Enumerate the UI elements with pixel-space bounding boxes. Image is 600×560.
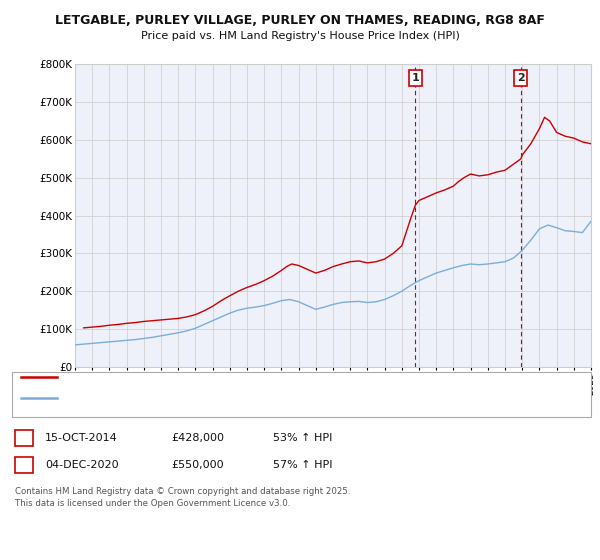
Text: 57% ↑ HPI: 57% ↑ HPI <box>273 460 332 470</box>
Text: HPI: Average price, semi-detached house, West Berkshire: HPI: Average price, semi-detached house,… <box>63 393 344 403</box>
Text: 2: 2 <box>20 458 28 472</box>
Text: 15-OCT-2014: 15-OCT-2014 <box>45 433 118 443</box>
Text: 53% ↑ HPI: 53% ↑ HPI <box>273 433 332 443</box>
Text: £428,000: £428,000 <box>171 433 224 443</box>
Text: Contains HM Land Registry data © Crown copyright and database right 2025.
This d: Contains HM Land Registry data © Crown c… <box>15 487 350 508</box>
Text: 2: 2 <box>517 73 524 83</box>
Text: £550,000: £550,000 <box>171 460 224 470</box>
Text: 1: 1 <box>20 431 28 445</box>
Text: Price paid vs. HM Land Registry's House Price Index (HPI): Price paid vs. HM Land Registry's House … <box>140 31 460 41</box>
Text: 1: 1 <box>412 73 419 83</box>
Text: LETGABLE, PURLEY VILLAGE, PURLEY ON THAMES, READING, RG8 8AF (semi-detached hous: LETGABLE, PURLEY VILLAGE, PURLEY ON THAM… <box>63 372 522 382</box>
Text: LETGABLE, PURLEY VILLAGE, PURLEY ON THAMES, READING, RG8 8AF: LETGABLE, PURLEY VILLAGE, PURLEY ON THAM… <box>55 14 545 27</box>
Text: 04-DEC-2020: 04-DEC-2020 <box>45 460 119 470</box>
